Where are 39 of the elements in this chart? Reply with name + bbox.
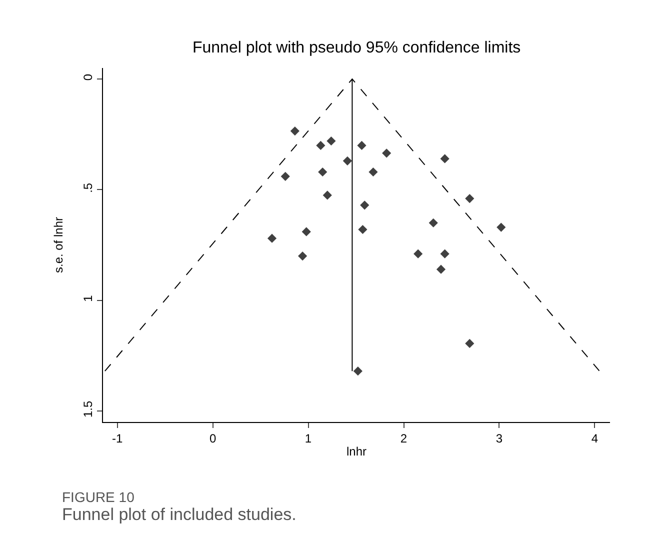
point [360,200,370,210]
point [316,140,326,150]
point [368,167,378,177]
point [436,264,446,274]
x-tick-label: 2 [400,431,408,446]
text: Funnel plot of included studies. [62,505,296,524]
point [496,222,506,232]
caption: FIGURE 10 [62,489,135,505]
point [440,154,450,164]
point [302,227,311,236]
point [428,218,438,228]
point [342,156,352,166]
point [326,136,336,146]
point [290,126,300,136]
y-axis-title: s.e. of lnhr [52,216,66,274]
point [357,140,366,150]
x-tick-label: 0 [209,431,216,446]
point [298,252,308,261]
point [267,234,277,243]
point [353,366,362,376]
point [382,148,392,158]
point [440,249,450,258]
point [465,194,474,204]
point [318,167,328,177]
y-tick-label: 0 [81,74,96,81]
x-tick-label: 4 [591,431,598,446]
x-tick-label: 3 [496,431,503,446]
point [358,224,368,234]
point [465,338,474,348]
chart-title: Funnel plot with pseudo 95% confidence limits [192,40,521,57]
x-tick-label: 1 [304,431,312,446]
x-tick-label: -1 [112,431,123,446]
y-tick-label: 1.5 [81,400,96,418]
y-tick-label: .5 [81,182,96,193]
point [322,190,332,200]
point [280,172,290,181]
y-tick-label: 1 [81,294,96,302]
point [414,249,423,258]
x-axis-title: lnhr [346,444,367,458]
